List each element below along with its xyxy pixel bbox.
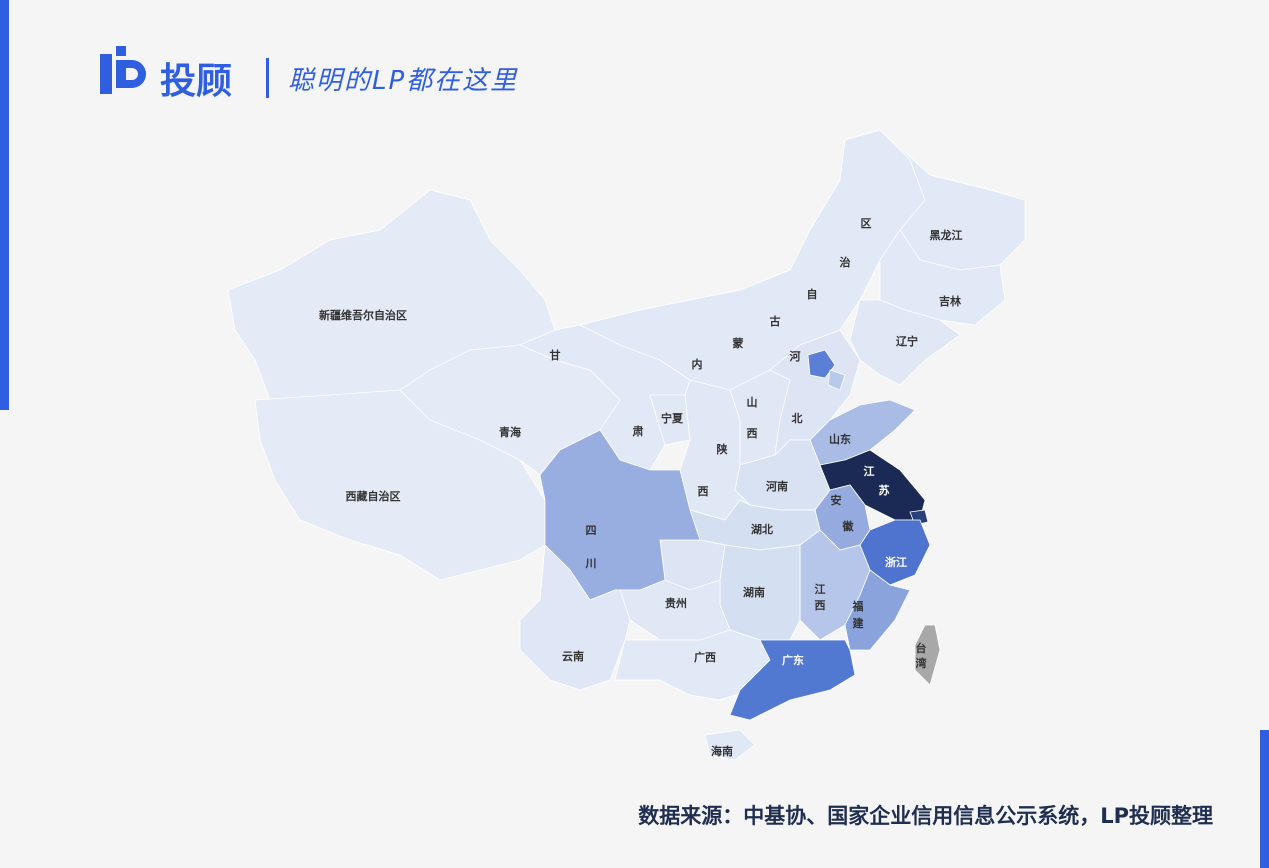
region-label: 河 (790, 349, 801, 363)
region-label: 青海 (499, 425, 521, 439)
region-label: 建 (853, 616, 865, 630)
region (519, 544, 631, 691)
region-label: 陕 (717, 442, 728, 456)
region-label: 内 (692, 357, 703, 371)
region (619, 579, 731, 641)
region (879, 229, 1006, 326)
region-label: 贵州 (665, 596, 687, 610)
region-label: 山东 (829, 432, 851, 446)
region-label: 川 (585, 557, 597, 570)
region-label: 区 (861, 217, 872, 230)
region-label: 吉林 (939, 294, 961, 308)
region-label: 辽宁 (896, 334, 918, 348)
tagline: 聪明的LP都在这里 (288, 66, 519, 96)
region-label: 河南 (766, 479, 788, 493)
region-label: 广西 (694, 650, 716, 664)
source-note: 数据来源：中基协、国家企业信用信息公示系统，LP投顾整理 (638, 804, 1213, 828)
region-label: 肃 (633, 424, 644, 438)
region-label: 海南 (711, 744, 733, 758)
region-label: 苏 (879, 483, 890, 497)
region-label: 西藏自治区 (346, 489, 401, 503)
region-label: 西 (815, 599, 826, 612)
region (844, 569, 911, 651)
region-label: 福 (852, 599, 864, 613)
region-label: 台 (916, 641, 927, 655)
region-label: 广东 (782, 653, 804, 667)
region-label: 蒙 (733, 336, 744, 350)
region-label: 新疆维吾尔自治区 (319, 308, 407, 322)
region (914, 624, 941, 686)
region-label: 北 (792, 411, 803, 425)
divider (266, 58, 269, 98)
region-label: 甘 (550, 348, 561, 362)
region (827, 369, 846, 391)
region-label: 江 (815, 582, 826, 596)
region-label: 四 (586, 524, 597, 537)
accent-bar (1260, 730, 1269, 868)
logo (100, 46, 146, 94)
brand: 投顾 (160, 61, 233, 102)
region-label: 徽 (842, 519, 855, 533)
region-label: 江 (864, 464, 875, 478)
region-label: 治 (840, 255, 851, 269)
region-label: 古 (770, 314, 781, 328)
region-label: 云南 (562, 649, 584, 663)
region-label: 西 (747, 427, 758, 440)
region-label: 山 (747, 395, 758, 409)
region-label: 西 (698, 485, 709, 498)
region-label: 黑龙江 (930, 228, 963, 242)
region-label: 自 (807, 287, 818, 301)
region-label: 宁夏 (661, 411, 684, 425)
region (729, 639, 856, 721)
region-label: 湖南 (743, 585, 765, 599)
region-label: 湖北 (751, 522, 773, 536)
region-label: 安 (831, 493, 842, 507)
region (849, 299, 961, 386)
region-label: 湾 (916, 656, 927, 670)
region-label: 浙江 (885, 555, 907, 569)
accent-bar (0, 0, 9, 410)
region (704, 729, 756, 761)
